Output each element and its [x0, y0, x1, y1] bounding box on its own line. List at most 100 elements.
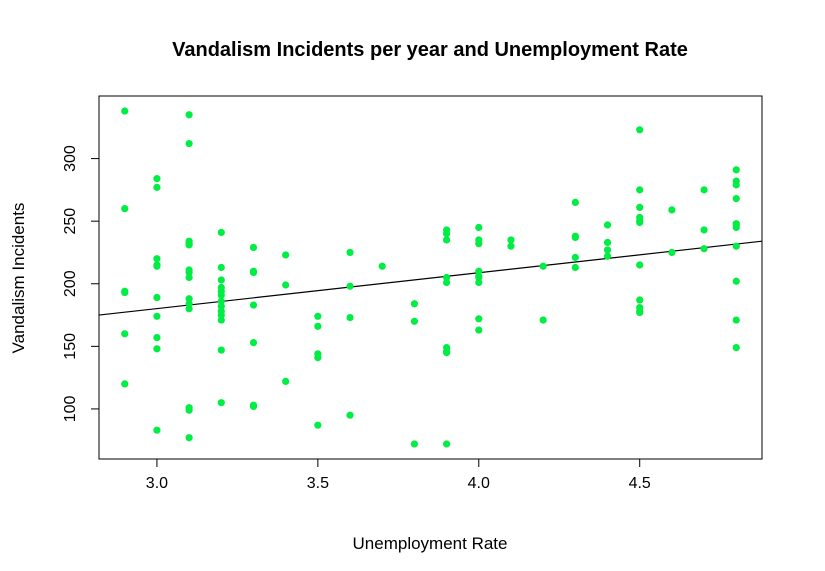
data-point: [314, 322, 322, 330]
data-point: [217, 302, 225, 310]
data-point: [153, 293, 161, 302]
data-point: [571, 233, 579, 242]
y-tick-label: 100: [62, 395, 79, 422]
y-axis-ticks: 100 150 200 250 300: [62, 145, 99, 422]
y-tick-label: 200: [62, 270, 79, 297]
data-point: [571, 263, 579, 272]
data-point: [636, 296, 644, 304]
x-tick-label: 4.0: [468, 475, 490, 492]
data-point: [668, 248, 676, 257]
data-point: [732, 316, 740, 324]
data-point: [153, 333, 161, 342]
data-point: [217, 297, 225, 305]
data-point: [346, 248, 354, 257]
data-point: [475, 223, 483, 232]
data-point: [153, 261, 161, 269]
data-point: [217, 228, 225, 237]
y-tick-label: 250: [62, 208, 79, 235]
data-point: [636, 308, 644, 317]
data-point: [185, 268, 193, 277]
data-point: [153, 426, 161, 434]
data-point: [732, 166, 740, 174]
data-point: [475, 315, 483, 323]
data-point: [121, 330, 129, 338]
data-point: [571, 198, 579, 206]
data-point: [185, 273, 193, 282]
data-point: [732, 242, 740, 250]
data-point: [603, 238, 612, 247]
data-point: [539, 262, 547, 270]
data-point: [282, 251, 290, 259]
data-points: [121, 107, 740, 448]
data-point: [185, 139, 193, 148]
data-point: [249, 301, 258, 309]
data-point: [410, 440, 419, 448]
y-axis-label: Vandalism Incidents: [9, 203, 28, 354]
data-point: [314, 421, 322, 429]
data-point: [410, 300, 419, 308]
x-tick-label: 3.0: [146, 475, 168, 492]
data-point: [185, 240, 193, 248]
y-tick-label: 300: [62, 145, 79, 172]
data-point: [732, 181, 740, 189]
data-point: [475, 278, 483, 287]
data-point: [378, 262, 386, 270]
data-point: [282, 281, 290, 289]
data-point: [475, 267, 483, 275]
data-point: [282, 377, 290, 385]
data-point: [217, 316, 225, 324]
data-point: [700, 245, 708, 253]
plot-frame: [98, 95, 763, 460]
chart-title: Vandalism Incidents per year and Unemplo…: [172, 39, 688, 61]
data-point: [217, 263, 225, 272]
data-point: [249, 268, 258, 277]
data-point: [153, 183, 161, 191]
data-point: [153, 255, 161, 263]
data-point: [185, 305, 193, 313]
data-point: [636, 203, 644, 212]
data-point: [442, 230, 451, 238]
data-point: [442, 273, 451, 282]
data-point: [636, 218, 644, 227]
data-point: [185, 434, 193, 442]
data-point: [314, 312, 322, 320]
x-tick-label: 3.5: [307, 475, 329, 492]
data-point: [668, 206, 676, 214]
data-point: [121, 380, 129, 388]
x-tick-label: 4.5: [629, 475, 651, 492]
data-point: [442, 236, 451, 244]
data-point: [442, 278, 451, 287]
data-point: [700, 226, 708, 234]
data-point: [121, 107, 129, 115]
x-axis-label: Unemployment Rate: [353, 534, 508, 553]
data-point: [249, 338, 258, 347]
data-point: [121, 288, 129, 297]
trend-line: [98, 240, 763, 316]
data-point: [121, 205, 129, 213]
data-point: [507, 242, 515, 250]
data-point: [249, 243, 258, 252]
data-point: [475, 240, 483, 248]
data-point: [185, 295, 193, 303]
data-point: [732, 277, 740, 285]
data-point: [153, 175, 161, 183]
data-point: [442, 440, 451, 448]
data-point: [217, 399, 225, 407]
data-point: [475, 326, 483, 334]
data-point: [636, 126, 644, 134]
data-point: [700, 186, 708, 194]
data-point: [217, 291, 225, 299]
data-point: [217, 276, 225, 284]
y-tick-label: 150: [62, 333, 79, 360]
data-point: [603, 246, 612, 254]
data-point: [185, 111, 193, 119]
data-point: [346, 313, 354, 322]
data-point: [346, 282, 354, 290]
data-point: [346, 411, 354, 419]
data-point: [314, 354, 322, 362]
data-point: [732, 343, 740, 352]
data-point: [410, 317, 419, 325]
data-point: [153, 345, 161, 353]
data-point: [217, 346, 225, 354]
